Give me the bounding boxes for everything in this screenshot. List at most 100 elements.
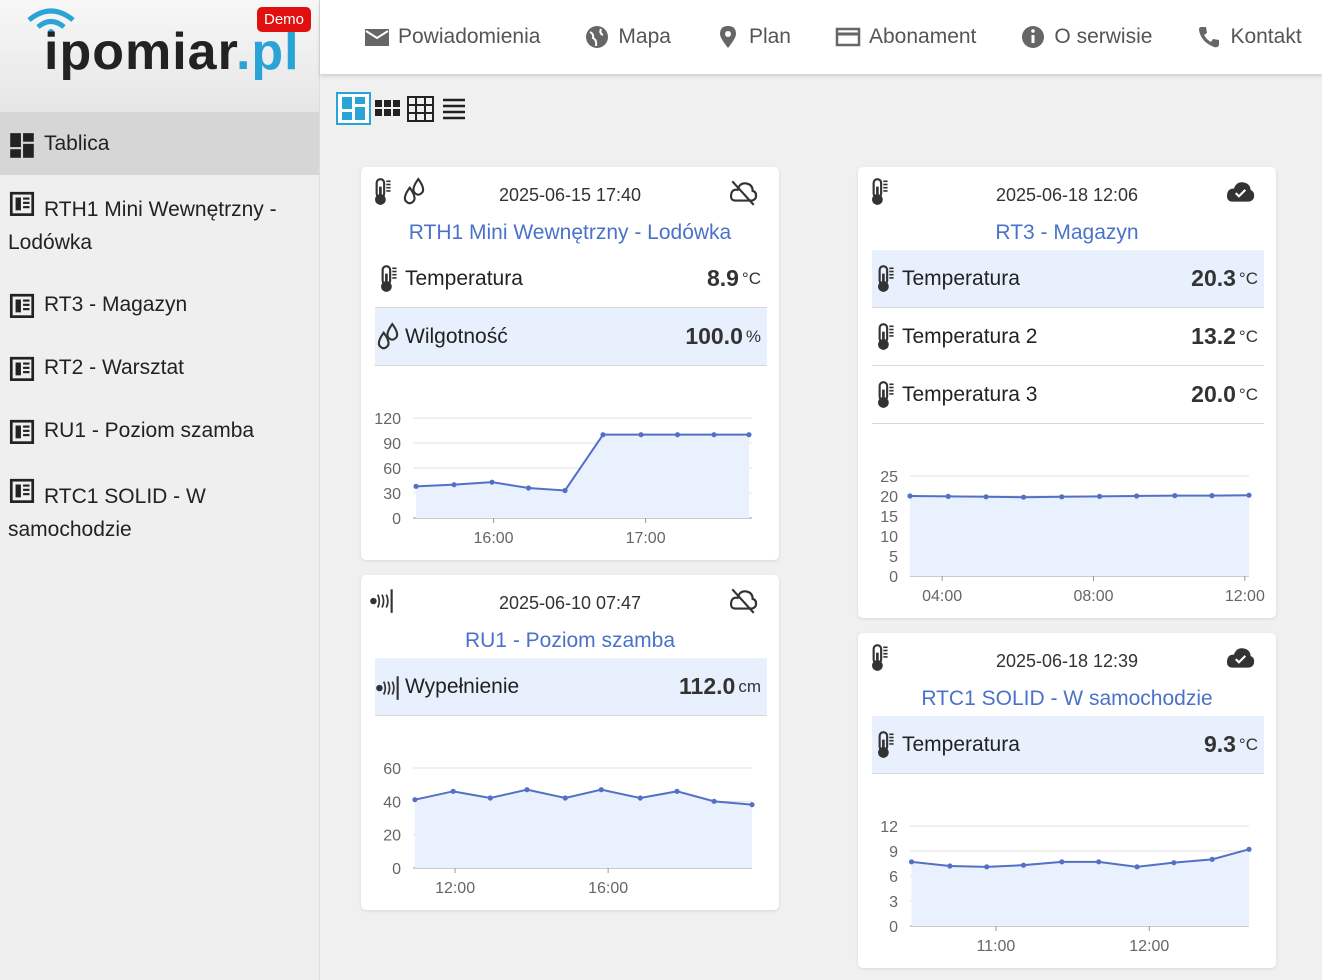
icon-part	[9, 293, 35, 318]
y-tick-label: 5	[889, 549, 898, 566]
icon-part	[387, 680, 391, 695]
y-tick-label: 0	[392, 511, 401, 528]
card-title[interactable]: RT3 - Magazyn	[995, 221, 1139, 244]
icon-part	[729, 182, 758, 202]
point	[412, 797, 418, 803]
nav-item[interactable]: Mapa	[584, 24, 671, 50]
point	[908, 859, 915, 865]
nav-item[interactable]: O serwisie	[1020, 24, 1152, 50]
point	[711, 798, 717, 804]
icon-part	[1234, 189, 1247, 198]
mail-icon	[365, 29, 389, 46]
point	[413, 483, 419, 489]
icon-part	[878, 338, 889, 350]
icon-part	[15, 299, 21, 313]
reading-label: Temperatura	[902, 266, 1020, 290]
nav-item[interactable]: Plan	[715, 24, 791, 50]
sidebar-item-label: RTH1 Mini Wewnętrzny - Lodówka	[8, 198, 277, 254]
sidebar-item[interactable]: RT3 - Magazyn	[0, 273, 319, 336]
icon-part	[23, 133, 34, 142]
point	[638, 432, 644, 438]
board-icon	[9, 478, 35, 503]
temperature-icon	[878, 380, 894, 408]
status-icon	[1222, 177, 1258, 212]
point	[947, 863, 953, 869]
sidebar-item-label: RT3 - Magazyn	[44, 293, 188, 316]
icon-part	[878, 396, 889, 408]
point	[598, 787, 604, 793]
pin-icon	[719, 26, 736, 48]
nav-item[interactable]: Abonament	[835, 24, 976, 50]
card-date: 2025-06-18 12:39	[995, 651, 1139, 671]
point	[524, 787, 530, 793]
icon-part	[412, 177, 425, 196]
reading-label: Temperatura	[902, 732, 1020, 756]
x-tick-label: 12:00	[1129, 938, 1169, 955]
icon-part	[589, 28, 604, 47]
view-grid[interactable]	[407, 96, 434, 122]
temperature-icon	[872, 178, 888, 205]
view-tiles[interactable]	[336, 92, 371, 125]
point	[746, 432, 752, 438]
sidebar-item[interactable]: RTH1 Mini Wewnętrzny - Lodówka	[0, 175, 319, 273]
reading-label: Wilgotność	[405, 324, 508, 348]
reading-label: Temperatura 2	[902, 324, 1038, 348]
point	[637, 795, 643, 801]
icon-part	[872, 660, 883, 671]
icon-part	[376, 684, 383, 691]
logo-name: ipomiar	[44, 23, 236, 81]
card-title[interactable]: RTH1 Mini Wewnętrzny - Lodówka	[408, 221, 732, 244]
point	[489, 479, 495, 485]
globe-icon	[586, 26, 609, 48]
board-icon	[9, 293, 35, 318]
x-tick-label: 11:00	[976, 938, 1015, 955]
point	[562, 795, 568, 801]
card-title[interactable]: RTC1 SOLID - W samochodzie	[921, 687, 1213, 710]
card-date: 2025-06-10 07:47	[498, 593, 642, 613]
point	[1134, 493, 1140, 499]
point	[907, 493, 913, 499]
sidebar-item[interactable]: Tablica	[0, 112, 319, 175]
view-list[interactable]	[443, 98, 465, 120]
dashboard-icon	[10, 133, 34, 158]
temperature-icon	[381, 264, 397, 292]
card-title[interactable]: RU1 - Poziom szamba	[464, 629, 676, 652]
sidebar-item[interactable]: RT2 - Warsztat	[0, 336, 319, 399]
humidity-icon	[377, 321, 399, 349]
nav-label: Kontakt	[1230, 25, 1302, 48]
phone-icon	[1199, 27, 1220, 48]
device-card: 2025-06-15 17:40 RTH1 Mini Wewnętrzny - L…	[361, 167, 779, 560]
point	[1172, 493, 1178, 499]
reading-label: Wypełnienie	[405, 674, 520, 698]
logo[interactable]: ipomiar.pl Demo	[0, 0, 319, 112]
y-tick-label: 12	[880, 819, 898, 836]
y-tick-label: 3	[889, 894, 898, 911]
sidebar-item[interactable]: RU1 - Poziom szamba	[0, 399, 319, 462]
line	[414, 788, 753, 806]
icon-part	[731, 588, 755, 614]
point	[600, 432, 606, 438]
reading-unit: cm	[738, 676, 761, 696]
icon-part	[23, 143, 34, 158]
y-tick-label: 0	[392, 861, 401, 878]
nav-item[interactable]: Kontakt	[1196, 24, 1302, 50]
point	[1171, 860, 1177, 866]
view-columns[interactable]	[375, 100, 400, 116]
nav-label: O serwisie	[1054, 25, 1153, 48]
icon-part	[1226, 182, 1255, 202]
point	[711, 432, 717, 438]
icon-part	[377, 330, 390, 349]
point	[1209, 493, 1215, 499]
online-icon	[1226, 648, 1255, 668]
temperature-icon	[375, 178, 391, 205]
sidebar-item[interactable]: RTC1 SOLID - W samochodzie	[0, 462, 319, 560]
nav-item[interactable]: Powiadomienia	[364, 24, 540, 50]
icon-part	[365, 30, 389, 40]
card-date: 2025-06-15 17:40	[498, 185, 642, 205]
point	[984, 864, 990, 870]
icon-part	[1226, 648, 1255, 668]
x-tick-label: 16:00	[474, 530, 514, 547]
reading-unit: °C	[1238, 384, 1258, 404]
reading-row: Wilgotność 100.0%	[375, 308, 767, 366]
